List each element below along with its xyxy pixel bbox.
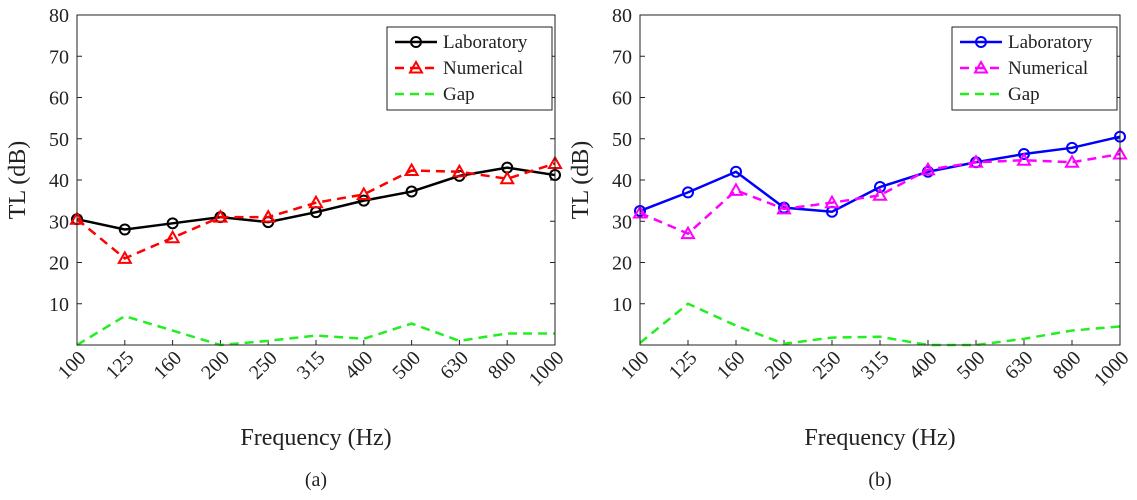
x-tick-label: 630 bbox=[1001, 347, 1038, 384]
x-tick-label: 160 bbox=[713, 347, 750, 384]
marker bbox=[1064, 154, 1080, 168]
marker bbox=[164, 229, 181, 244]
legend-label: Gap bbox=[443, 84, 475, 105]
y-tick-label: 80 bbox=[612, 5, 632, 27]
marker bbox=[920, 161, 936, 176]
plot-frame bbox=[76, 14, 556, 346]
legend-label: Laboratory bbox=[443, 32, 528, 53]
marker bbox=[357, 194, 370, 207]
legend-label: Numerical bbox=[1008, 58, 1088, 79]
x-tick-label: 200 bbox=[761, 347, 798, 384]
y-tick-label: 10 bbox=[612, 294, 632, 316]
marker bbox=[499, 170, 515, 185]
x-tick-label: 1000 bbox=[1090, 347, 1134, 391]
x-tick-label: 200 bbox=[197, 347, 234, 384]
marker bbox=[308, 194, 324, 209]
y-axis-label: TL (dB) bbox=[5, 141, 31, 219]
x-tick-label: 250 bbox=[809, 347, 846, 384]
y-tick-label: 60 bbox=[612, 88, 632, 110]
x-tick-label: 400 bbox=[905, 347, 942, 384]
y-tick-label: 70 bbox=[612, 46, 632, 68]
marker bbox=[403, 162, 420, 177]
marker bbox=[260, 209, 276, 223]
marker bbox=[728, 182, 744, 196]
marker bbox=[776, 200, 792, 215]
y-tick-label: 20 bbox=[612, 253, 632, 275]
y-tick-label: 40 bbox=[49, 170, 69, 192]
x-tick-label: 250 bbox=[245, 347, 282, 384]
marker bbox=[356, 186, 372, 200]
marker bbox=[968, 154, 984, 168]
x-axis-label: Frequency (Hz) bbox=[240, 425, 391, 451]
marker bbox=[874, 181, 886, 194]
series-line bbox=[639, 302, 1121, 347]
marker bbox=[405, 185, 418, 198]
legend-label: Laboratory bbox=[1008, 32, 1093, 53]
marker bbox=[973, 59, 989, 74]
marker bbox=[730, 165, 742, 178]
y-tick-label: 10 bbox=[49, 294, 69, 316]
x-tick-label: 125 bbox=[665, 347, 702, 384]
marker bbox=[118, 223, 131, 236]
marker bbox=[451, 163, 468, 178]
caption: (b) bbox=[868, 469, 891, 491]
x-tick-label: 315 bbox=[293, 347, 330, 384]
series-line bbox=[639, 135, 1121, 214]
y-tick-label: 80 bbox=[49, 5, 69, 27]
x-tick-label: 125 bbox=[102, 347, 139, 384]
x-tick-label: 100 bbox=[54, 347, 91, 384]
x-tick-label: 315 bbox=[857, 347, 894, 384]
y-tick-label: 50 bbox=[612, 129, 632, 151]
y-tick-label: 60 bbox=[49, 88, 69, 110]
x-tick-label: 500 bbox=[388, 347, 425, 384]
marker bbox=[680, 225, 696, 240]
marker bbox=[1016, 152, 1032, 166]
caption: (a) bbox=[305, 469, 327, 491]
marker bbox=[975, 36, 987, 48]
marker bbox=[824, 194, 840, 209]
y-axis-label: TL (dB) bbox=[568, 141, 594, 219]
plot-frame bbox=[639, 14, 1121, 346]
x-tick-label: 800 bbox=[484, 347, 521, 384]
legend-label: Gap bbox=[1008, 84, 1040, 105]
y-tick-label: 20 bbox=[49, 253, 69, 275]
x-tick-label: 400 bbox=[341, 347, 378, 384]
marker bbox=[1018, 148, 1030, 161]
legend-label: Numerical bbox=[443, 58, 523, 79]
y-tick-label: 30 bbox=[49, 211, 69, 233]
marker bbox=[410, 36, 422, 48]
series-line bbox=[76, 162, 556, 260]
marker bbox=[117, 250, 133, 264]
x-tick-label: 100 bbox=[617, 347, 654, 384]
series-line bbox=[639, 152, 1121, 236]
marker bbox=[872, 187, 888, 201]
x-tick-label: 1000 bbox=[525, 347, 569, 391]
x-axis-label: Frequency (Hz) bbox=[804, 425, 955, 451]
series-line bbox=[76, 166, 556, 231]
x-tick-label: 160 bbox=[149, 347, 186, 384]
y-tick-label: 70 bbox=[49, 46, 69, 68]
x-tick-label: 630 bbox=[436, 347, 473, 384]
x-tick-label: 800 bbox=[1049, 347, 1086, 384]
y-tick-label: 30 bbox=[612, 211, 632, 233]
marker bbox=[682, 186, 694, 199]
y-tick-label: 50 bbox=[49, 129, 69, 151]
x-tick-label: 500 bbox=[953, 347, 990, 384]
y-tick-label: 40 bbox=[612, 170, 632, 192]
marker bbox=[408, 59, 424, 74]
marker bbox=[166, 217, 179, 230]
marker bbox=[1066, 141, 1078, 154]
marker bbox=[212, 209, 229, 223]
